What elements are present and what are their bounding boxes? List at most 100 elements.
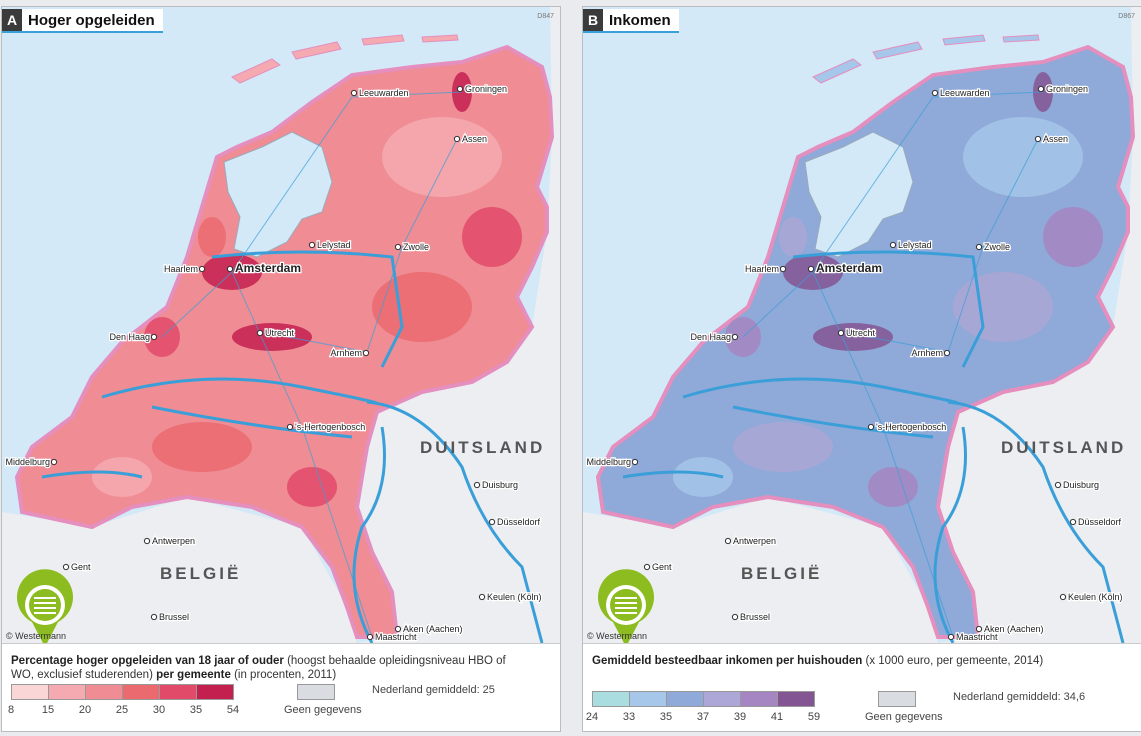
legend-class-swatch <box>12 685 49 699</box>
panel-title: Inkomen <box>609 11 671 29</box>
city-marker: Utrecht <box>837 327 877 339</box>
city-label: Düsseldorf <box>1078 517 1122 527</box>
city-marker: Arnhem <box>910 347 951 359</box>
city-marker: Den Haag <box>108 331 158 343</box>
city-label: Aken (Aachen) <box>984 624 1044 634</box>
legend-title: Percentage hoger opgeleiden van 18 jaar … <box>11 655 506 681</box>
city-label: Leeuwarden <box>940 88 990 98</box>
city-marker: Haarlem <box>744 263 787 275</box>
city-label: Middelburg <box>586 457 631 467</box>
city-label: Duisburg <box>1063 480 1099 490</box>
legend-title: Gemiddeld besteedbaar inkomen per huisho… <box>592 655 1044 667</box>
municipality-region <box>92 457 152 497</box>
legend: Gemiddeld besteedbaar inkomen per huisho… <box>583 643 1141 732</box>
country-label: BELGIË <box>160 564 241 583</box>
legend-class-swatch <box>704 692 741 706</box>
legend-tick: 37 <box>696 711 710 723</box>
legend-tick: 20 <box>78 704 92 716</box>
municipality-region <box>963 117 1083 197</box>
municipality-region <box>372 272 472 342</box>
no-data-label: Geen gegevens <box>284 704 362 716</box>
city-marker: Amsterdam <box>226 260 302 276</box>
city-marker: Groningen <box>456 83 508 95</box>
legend-class-swatch <box>49 685 86 699</box>
city-label: Aken (Aachen) <box>403 624 463 634</box>
city-label: Haarlem <box>164 264 198 274</box>
municipality-region <box>868 467 918 507</box>
city-label: 's-Hertogenbosch <box>295 422 365 432</box>
panel-title: Hoger opgeleiden <box>28 11 155 29</box>
neighbour-land <box>2 7 560 643</box>
city-marker: Aken (Aachen) <box>975 623 1045 635</box>
city-marker: Düsseldorf <box>1069 516 1123 528</box>
panel-letter: B <box>583 9 603 31</box>
city-label: Utrecht <box>846 328 876 338</box>
city-marker: Utrecht <box>256 327 296 339</box>
panel-a-higher-educated: DUITSLAND BELGIË Leeuwarden Groningen Assen L… <box>1 6 561 732</box>
city-label: Haarlem <box>745 264 779 274</box>
city-label: Lelystad <box>317 240 351 250</box>
map: DUITSLAND BELGIË Leeuwarden Groningen Assen L… <box>2 7 560 643</box>
legend-class-swatch <box>741 692 778 706</box>
neighbour-land <box>583 7 1141 643</box>
city-marker: Assen <box>453 133 488 145</box>
city-marker: Keulen (Köln) <box>1059 591 1124 603</box>
map-code: D867 <box>1118 13 1135 20</box>
legend-tick: 8 <box>7 704 15 716</box>
city-label: Brussel <box>740 612 770 622</box>
city-label: 's-Hertogenbosch <box>876 422 946 432</box>
legend-class-swatch <box>86 685 123 699</box>
city-marker: Zwolle <box>394 241 430 253</box>
city-label: Brussel <box>159 612 189 622</box>
legend-class-swatch <box>667 692 704 706</box>
panel-b-income: DUITSLAND BELGIË Leeuwarden Groningen Assen L… <box>582 6 1141 732</box>
legend-tick: 24 <box>585 711 599 723</box>
legend-tick: 33 <box>622 711 636 723</box>
city-label: Arnhem <box>330 348 362 358</box>
municipality-region <box>673 457 733 497</box>
roads <box>161 91 463 638</box>
copyright: © Westermann <box>587 631 647 641</box>
legend: Percentage hoger opgeleiden van 18 jaar … <box>2 643 560 732</box>
municipality-region <box>382 117 502 197</box>
city-label: Amsterdam <box>816 261 882 275</box>
city-label: Gent <box>71 562 91 572</box>
city-marker: Keulen (Köln) <box>478 591 543 603</box>
no-data-label: Geen gegevens <box>865 711 943 723</box>
city-marker: Maastricht <box>947 631 999 643</box>
city-marker: Gent <box>62 561 92 573</box>
legend-tick: 30 <box>152 704 166 716</box>
legend-class-swatch <box>778 692 814 706</box>
city-label: Zwolle <box>403 242 429 252</box>
legend-class-swatch <box>160 685 197 699</box>
legend-color-scale <box>11 684 234 700</box>
city-marker: Assen <box>1034 133 1069 145</box>
city-label: Amsterdam <box>235 261 301 275</box>
city-label: Keulen (Köln) <box>487 592 542 602</box>
city-label: Duisburg <box>482 480 518 490</box>
panel-header: A Hoger opgeleiden <box>2 9 163 33</box>
legend-class-swatch <box>197 685 233 699</box>
city-label: Düsseldorf <box>497 517 541 527</box>
city-marker: Lelystad <box>889 239 933 251</box>
city-marker: Amsterdam <box>807 260 883 276</box>
legend-tick: 35 <box>659 711 673 723</box>
wadden-islands <box>231 34 459 84</box>
city-label: Middelburg <box>5 457 50 467</box>
legend-class-swatch <box>630 692 667 706</box>
municipality-region <box>232 323 312 351</box>
municipality-region <box>198 217 226 257</box>
city-marker: Leeuwarden <box>931 87 991 99</box>
city-marker: Arnhem <box>329 347 370 359</box>
legend-color-scale <box>592 691 815 707</box>
city-label: Utrecht <box>265 328 295 338</box>
city-label: Lelystad <box>898 240 932 250</box>
municipality-region <box>733 422 833 472</box>
map-code: D847 <box>537 13 554 20</box>
municipality-region <box>152 422 252 472</box>
city-label: Maastricht <box>375 632 417 642</box>
city-marker: Middelburg <box>585 456 639 468</box>
city-label: Keulen (Köln) <box>1068 592 1123 602</box>
legend-tick: 59 <box>807 711 821 723</box>
city-marker: Brussel <box>731 611 771 623</box>
